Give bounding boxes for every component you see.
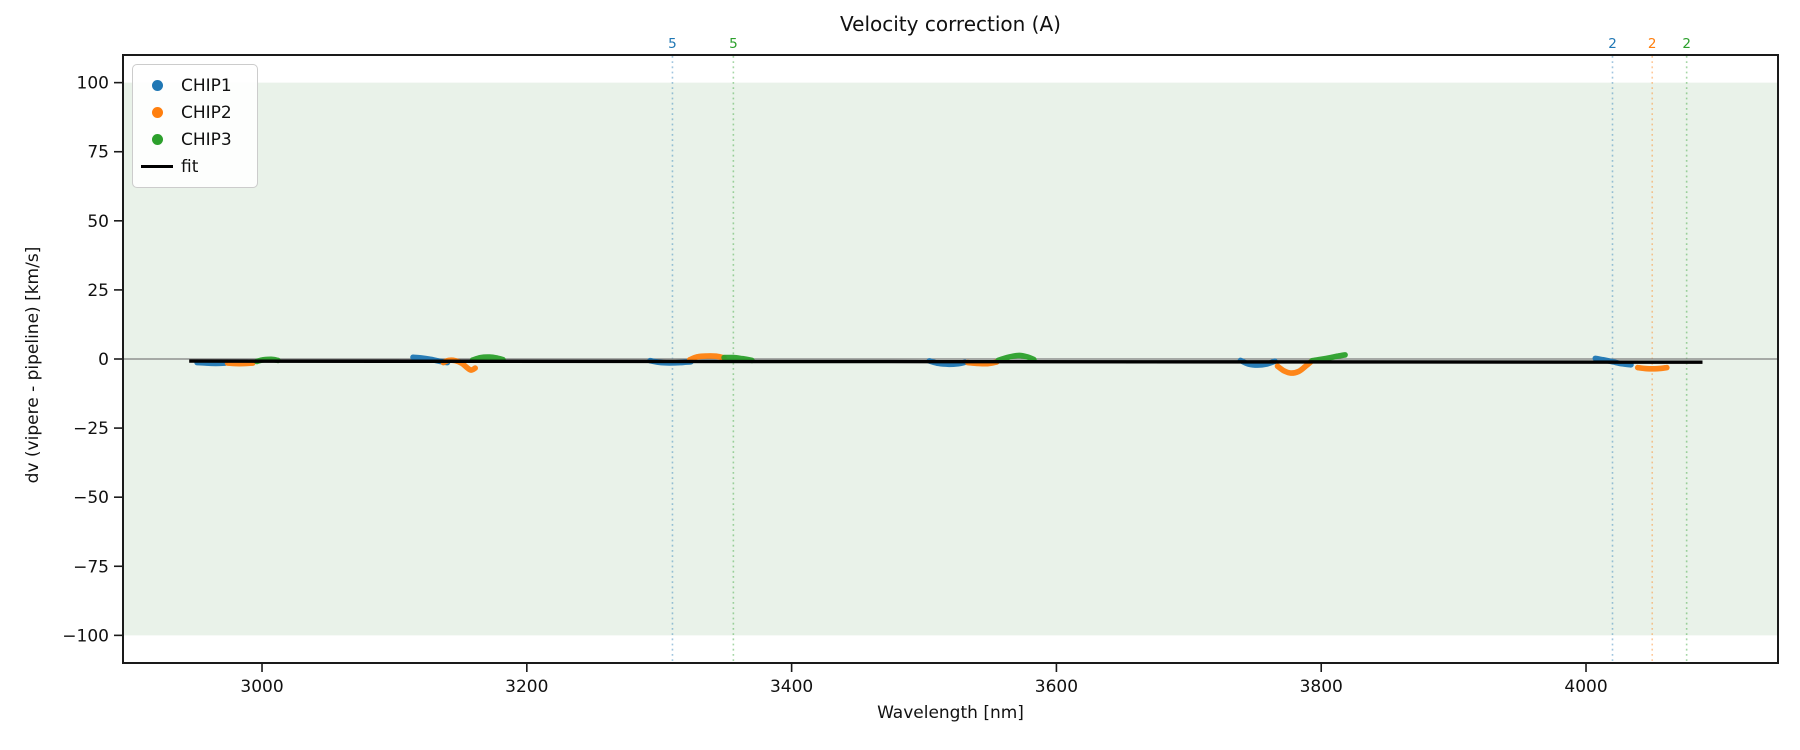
series-chip2-points: [1274, 359, 1314, 376]
series-chip3-points: [995, 352, 1037, 364]
x-tick-label: 3400: [770, 677, 813, 697]
x-tick-label: 3600: [1035, 677, 1078, 697]
plot-border: [122, 54, 1779, 664]
series-chip2-points: [1634, 364, 1670, 372]
order-count-annotation: 2: [1608, 36, 1617, 52]
series-chip2-points: [686, 353, 727, 363]
chip3-marker-icon: [151, 134, 163, 145]
legend-label: fit: [181, 156, 199, 177]
order-count-annotation: 2: [1682, 36, 1691, 52]
y-axis-label: dv (vipere - pipeline) [km/s]: [23, 246, 43, 484]
y-tick-label: −50: [73, 488, 109, 508]
y-tick-label: 100: [77, 74, 109, 94]
series-chip3-points: [721, 354, 755, 364]
legend-entry-fit: fit: [133, 153, 257, 180]
series-chip3-points: [1309, 352, 1348, 364]
y-tick-label: 0: [98, 350, 109, 370]
legend: CHIP1 CHIP2 CHIP3 fit: [132, 64, 258, 188]
order-count-annotation: 5: [668, 36, 677, 52]
y-tick-label: 25: [87, 281, 109, 301]
legend-entry-chip1: CHIP1: [133, 72, 257, 99]
y-tick-label: −25: [73, 419, 109, 439]
y-tick-label: −75: [73, 557, 109, 577]
series-chip3-points: [469, 354, 506, 363]
x-tick-label: 3800: [1300, 677, 1343, 697]
chip1-marker-icon: [151, 80, 163, 91]
x-tick-label: 3000: [240, 677, 283, 697]
order-count-annotation: 5: [729, 36, 738, 52]
y-tick-label: −100: [62, 626, 109, 646]
fit-line-icon: [141, 165, 173, 168]
chart-title: Velocity correction (A): [840, 12, 1061, 36]
y-tick-label: 75: [87, 143, 109, 163]
x-tick-label: 4000: [1564, 677, 1607, 697]
y-tick-label: 50: [87, 212, 109, 232]
legend-label: CHIP2: [181, 102, 232, 123]
fit-line: [189, 359, 1703, 364]
series-chip1-points: [194, 359, 228, 367]
order-count-annotation: 2: [1648, 36, 1657, 52]
legend-label: CHIP3: [181, 129, 232, 150]
legend-entry-chip3: CHIP3: [133, 126, 257, 153]
x-tick-label: 3200: [505, 677, 548, 697]
x-axis-label: Wavelength [nm]: [877, 703, 1024, 723]
legend-entry-chip2: CHIP2: [133, 99, 257, 126]
legend-label: CHIP1: [181, 75, 232, 96]
series-chip2-points: [224, 360, 256, 367]
chip2-marker-icon: [151, 107, 163, 118]
